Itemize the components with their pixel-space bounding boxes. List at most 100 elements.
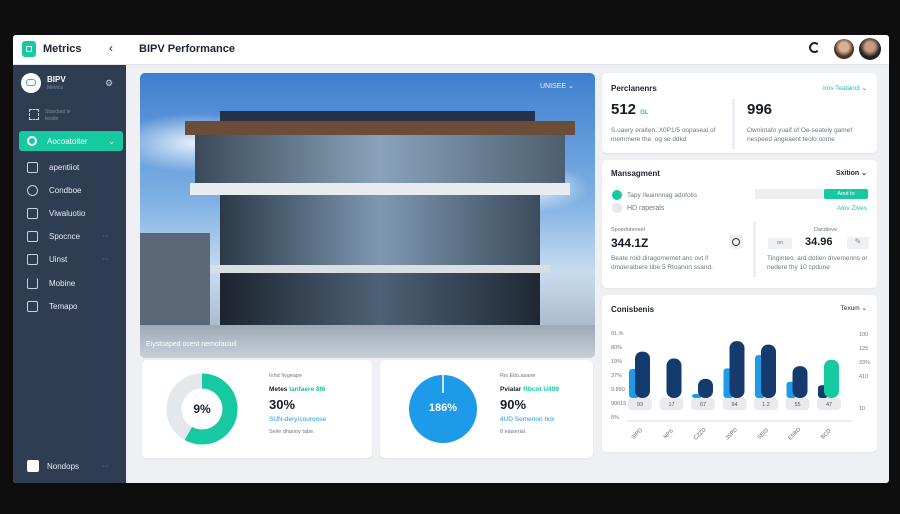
data-label-box [691, 398, 715, 410]
gauge-note: 8 eiaserial. [500, 429, 527, 435]
sidebar-item-label: Aocoatoiter [47, 136, 88, 146]
sidebar-item-label: Viwaluotio [49, 208, 86, 218]
sidebar-footer-item[interactable]: Nondops ··· [19, 456, 123, 476]
metric-value: 996 [747, 101, 773, 118]
settings-icon[interactable]: ⚙ [105, 78, 114, 88]
more-icon[interactable]: ··· [102, 462, 109, 470]
home-icon [27, 230, 38, 242]
more-icon[interactable]: ··· [102, 255, 109, 263]
sidebar-item-label: Temapo [49, 301, 78, 311]
data-label: 47 [826, 402, 832, 408]
sidebar-item[interactable]: Viwaluotio [19, 203, 123, 223]
bar [761, 344, 776, 398]
x-tick-label: ESBD [787, 427, 802, 442]
stat-value: 34.96 [805, 236, 833, 248]
sidebar-item[interactable]: Temapo [19, 296, 123, 316]
data-label-box [785, 398, 810, 410]
sidebar-item[interactable]: apentiiot [19, 157, 123, 177]
database-icon [27, 161, 38, 173]
hero-dropdown[interactable]: UNISEE ⌄ [540, 83, 574, 90]
sidebar-item[interactable]: Uinst ··· [19, 249, 123, 269]
y-tick-label: 37% [611, 373, 622, 379]
performance-dropdown[interactable]: Ims Teatanct ⌄ [823, 85, 867, 92]
gauge-center-value: 186% [428, 402, 458, 414]
profile-name: BIPV [47, 75, 66, 84]
sidebar-item-label: Mobine [49, 278, 76, 288]
data-label-box [817, 398, 841, 410]
donut-gauge [166, 373, 238, 445]
avatar[interactable] [859, 38, 881, 60]
document-icon [27, 207, 38, 219]
gauge-subtitle: Inhd Ilvgeape [269, 373, 303, 379]
bar [698, 378, 713, 398]
data-label-box [628, 398, 652, 410]
avatar[interactable] [834, 39, 854, 59]
header: Metrics ‹ BIPV Performance [13, 35, 889, 65]
input-bar[interactable] [755, 189, 825, 199]
gauge-card: 9% Inhd Ilvgeape Metes lanfaere 8f6 30% … [142, 360, 372, 458]
profile-avatar [21, 73, 41, 93]
refresh-icon[interactable] [809, 42, 820, 53]
gauge-link[interactable]: SUN-dery/couronse [269, 416, 327, 423]
section-label: Standard le feside [45, 109, 71, 122]
toggle-off[interactable] [612, 203, 622, 213]
bar [666, 358, 682, 398]
gauge-center-value: 9% [193, 402, 211, 416]
footer-icon [27, 460, 39, 472]
gauge-value: 30% [269, 397, 296, 412]
sidebar-item[interactable]: Mobine [19, 273, 123, 293]
gauge-link[interactable]: 4UD Semenon hck [500, 416, 555, 423]
action-button[interactable]: Aout to [824, 189, 868, 199]
x-tick-label: SEID [757, 428, 770, 441]
gauge-icon [27, 184, 38, 196]
hero-caption: Eiystoaped ocest nemofaciuil [146, 341, 237, 348]
search-icon [27, 136, 37, 146]
collapse-sidebar-button[interactable]: ‹ [109, 41, 113, 55]
app-window: Metrics ‹ BIPV Performance BIPV Metrics … [13, 35, 889, 483]
pie-gauge [409, 375, 477, 443]
metric-description: Ownintafo yuaif of Oe-seately gamef nesp… [747, 127, 853, 143]
management-dropdown[interactable]: Sxition ⌄ [835, 170, 867, 177]
data-label: 17 [668, 402, 674, 408]
x-tick-label: SIPD [631, 428, 644, 441]
stat-label: Dacdiove [814, 227, 837, 233]
refresh-stat-icon[interactable] [729, 235, 743, 249]
x-tick-label: JSPD [725, 427, 739, 441]
data-label-box [722, 398, 747, 410]
y-tick-label: 91.% [611, 331, 624, 337]
sidebar-item-label: apentiiot [49, 162, 80, 172]
bar [824, 359, 839, 398]
edit-icon[interactable]: ✎ [847, 237, 869, 249]
data-label: 1.2 [762, 402, 770, 408]
management-card: Mansagment Sxition ⌄ Tapy /leainnnag ado… [602, 160, 877, 288]
performance-card: Perclanenrs Ims Teatanct ⌄ 512 GL S.uaer… [602, 73, 877, 153]
sidebar: BIPV Metrics ⚙ Standard le feside Aocoat… [13, 65, 126, 483]
management-link[interactable]: Alov Zives [837, 205, 867, 212]
bar [729, 341, 745, 398]
tray-icon [27, 277, 38, 289]
option-label: Tapy /leainnnag adofotis [627, 192, 698, 199]
file-icon [27, 300, 38, 312]
stat-chip[interactable]: on [768, 238, 792, 249]
sidebar-item[interactable]: Spocnce ··· [19, 226, 123, 246]
sidebar-item-active[interactable]: Aocoatoiter ⌄ [19, 131, 123, 151]
logo-icon [22, 41, 36, 57]
more-icon[interactable]: ··· [102, 232, 109, 240]
chevron-down-icon: ⌄ [108, 136, 115, 146]
app-title: Metrics [43, 43, 82, 55]
sidebar-item-label: Spocnce [49, 231, 81, 241]
chart-dropdown[interactable]: Texum ⌄ [840, 305, 867, 312]
y2-tick-label: 410 [859, 374, 868, 380]
y2-tick-label: 125 [859, 346, 868, 352]
metric-value: 512 GL [611, 101, 649, 118]
card-title: Perclanenrs [611, 84, 657, 93]
gauge-subtitle: Ris Eito.asane [500, 373, 536, 379]
x-tick-label: NPS [663, 428, 675, 440]
sidebar-item[interactable]: Condboe [19, 180, 123, 200]
toggle-on[interactable] [612, 190, 622, 200]
gauge-label: Metes lanfaere 8f6 [269, 386, 326, 393]
option-label: HD raperals [627, 205, 665, 212]
y-tick-label: 19% [611, 359, 622, 365]
building-image: UNISEE ⌄ Eiystoaped ocest nemofaciuil [140, 73, 595, 358]
bar [635, 351, 650, 398]
